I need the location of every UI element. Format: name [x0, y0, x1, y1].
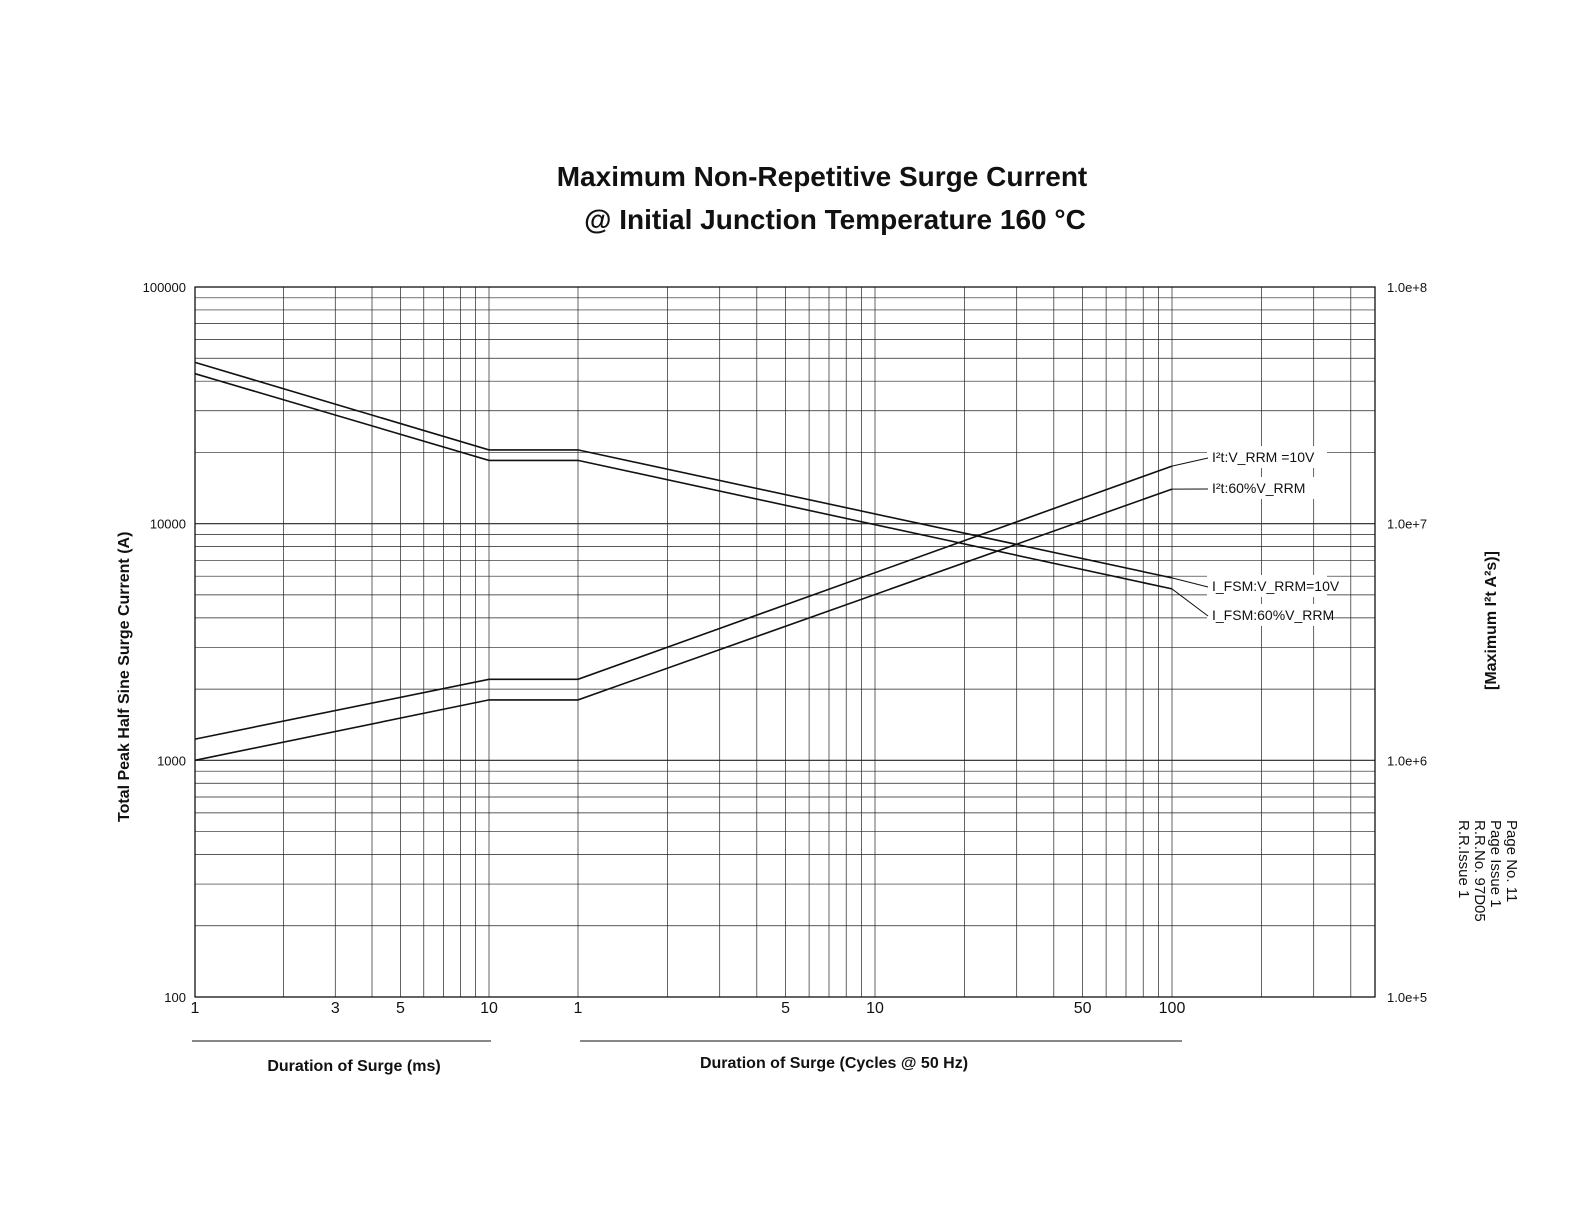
x-tick-label-cycles: 1: [574, 1000, 583, 1017]
y-tick-label: 100000: [143, 280, 186, 295]
legend-label-3: I²t:V_RRM =10V: [1212, 449, 1315, 465]
legend-leader: [1171, 457, 1209, 467]
legend-bg: [1207, 477, 1327, 499]
y-axis-label: Total Peak Half Sine Surge Current (A): [116, 532, 133, 822]
y2-tick-label: 1.0e+8: [1387, 280, 1427, 295]
y2-tick-label: 1.0e+7: [1387, 517, 1427, 532]
x-tick-label-cycles: 5: [781, 1000, 790, 1017]
legend: I_FSM:V_RRM=10V I_FSM:60%V_RRM I²t:V_RRM =…: [1171, 446, 1340, 626]
y-tick-label: 1000: [157, 753, 186, 768]
y-tick-label: 10000: [150, 517, 186, 532]
y2-tick-label: 1.0e+5: [1387, 990, 1427, 1005]
x-tick-labels: 1 3 5 10 1 5 10 50 100: [191, 1000, 1186, 1017]
y2-tick-label: 1.0e+6: [1387, 753, 1427, 768]
page-info-line: R.R.Issue 1: [1455, 820, 1472, 898]
x-axis-label-cycles: Duration of Surge (Cycles @ 50 Hz): [700, 1055, 968, 1072]
legend-label-2: I_FSM:60%V_RRM: [1212, 607, 1334, 623]
y-tick-label: 100: [164, 990, 186, 1005]
series-line-4: [194, 488, 1173, 762]
series-line-2: [194, 372, 1173, 590]
page-info-line: R.R.No. 97D05: [1471, 820, 1488, 922]
x-tick-label-cycles: 10: [866, 1000, 884, 1017]
legend-leader: [1171, 577, 1209, 588]
chart-grid: [194, 287, 1375, 998]
x-tick-label-cycles: 50: [1074, 1000, 1092, 1017]
x-axis-label-ms: Duration of Surge (ms): [267, 1058, 440, 1075]
legend-bg: [1207, 446, 1327, 468]
x-tick-label-cycles: 100: [1159, 1000, 1186, 1017]
y-tick-labels: 100 1000 10000 100000: [143, 280, 186, 1005]
series-line-3: [194, 465, 1173, 740]
y2-tick-labels: 1.0e+5 1.0e+6 1.0e+7 1.0e+8: [1387, 280, 1427, 1005]
legend-label-4: I²t:60%V_RRM: [1212, 480, 1305, 496]
x-tick-label-ms: 3: [331, 1000, 340, 1017]
series-line-1: [194, 361, 1173, 579]
series-group: [194, 361, 1173, 762]
x-tick-label-ms: 5: [396, 1000, 405, 1017]
legend-leader: [1171, 588, 1209, 617]
chart-title: Maximum Non-Repetitive Surge Current: [557, 161, 1088, 192]
x-tick-label-ms: 10: [480, 1000, 498, 1017]
y2-axis-label: [Maximum I²t A²s)]: [1483, 551, 1500, 690]
x-tick-label-ms: 1: [191, 1000, 200, 1017]
legend-label-1: I_FSM:V_RRM=10V: [1212, 578, 1340, 594]
page-info-line: Page No. 11: [1503, 820, 1520, 902]
chart-subtitle: @ Initial Junction Temperature 160 °C: [584, 204, 1086, 235]
legend-bg: [1207, 575, 1327, 597]
page-info-line: Page Issue 1: [1487, 820, 1504, 908]
plot-frame: [194, 286, 1376, 998]
legend-bg: [1207, 604, 1327, 626]
